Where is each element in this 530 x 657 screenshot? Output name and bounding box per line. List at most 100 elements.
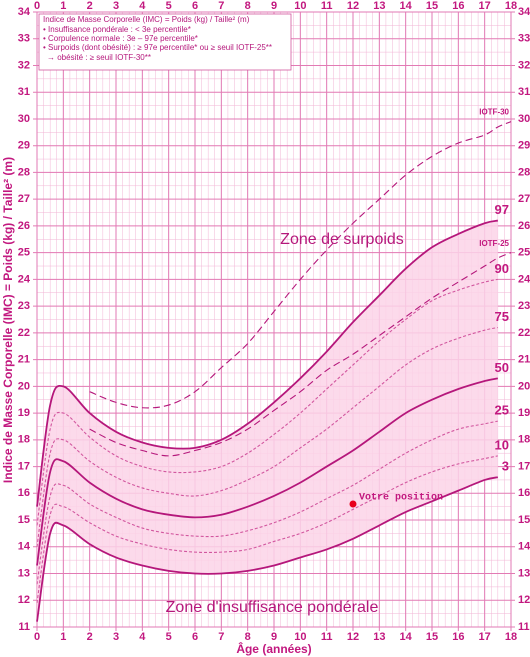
y-tick-label: 13 [518,567,530,579]
x-tick-label: 18 [505,0,517,12]
y-tick-label: 12 [18,594,30,606]
y-tick-label: 31 [518,86,530,98]
x-tick-label: 3 [113,0,119,12]
x-tick-label: 4 [139,631,146,643]
series-line [36,420,498,585]
x-tick-label: 2 [87,631,93,643]
series-line [36,476,499,622]
y-tick-label: 15 [518,514,530,526]
series-line [36,219,499,507]
x-tick-label: 10 [294,0,306,12]
y-tick-label: 27 [518,193,530,205]
series-line [36,455,498,604]
legend-box [38,13,292,71]
x-tick-label: 15 [426,631,438,643]
y-tick-label: 30 [518,113,530,125]
x-tick-label: 16 [452,0,464,12]
legend-line: • Corpulence normale : 3e – 97e percenti… [43,34,198,43]
x-tick-label: 17 [479,631,491,643]
y-tick-label: 25 [518,247,530,259]
x-tick-label: 7 [218,631,224,643]
y-axis-label: Indice de Masse Corporelle (IMC) = Poids… [1,157,15,483]
user-point [349,500,357,508]
legend-line: • Insuffisance pondérale : < 3e percenti… [43,25,191,34]
x-tick-label: 11 [321,0,333,12]
x-tick-label: 9 [271,0,277,12]
x-tick-label: 14 [400,0,413,12]
y-tick-label: 17 [518,460,530,472]
y-tick-label: 22 [18,327,30,339]
series-label: 75 [495,309,509,324]
y-tick-label: 15 [18,514,30,526]
y-tick-label: 19 [518,407,530,419]
y-tick-label: 17 [18,460,30,472]
y-tick-label: 32 [18,59,30,71]
legend-title: Indice de Masse Corporelle (IMC) = Poids… [43,15,250,24]
y-tick-label: 23 [518,300,530,312]
x-tick-label: 18 [505,631,517,643]
y-tick-label: 24 [518,273,530,285]
point-label: Votre position [359,492,443,504]
y-tick-label: 14 [518,541,530,553]
x-tick-label: 13 [373,0,385,12]
y-tick-label: 28 [518,166,530,178]
y-tick-label: 18 [18,434,30,446]
x-tick-label: 3 [113,631,119,643]
x-tick-label: 6 [192,0,198,12]
y-tick-label: 20 [18,380,30,392]
y-tick-label: 28 [18,166,30,178]
y-tick-label: 20 [518,380,530,392]
x-tick-label: 7 [218,0,224,12]
y-tick-label: 27 [18,193,30,205]
y-tick-label: 11 [518,621,530,633]
y-tick-label: 29 [518,140,530,152]
y-tick-label: 26 [18,220,30,232]
y-tick-label: 29 [18,140,30,152]
y-tick-label: 34 [518,6,530,18]
x-tick-label: 1 [60,0,66,12]
x-tick-label: 8 [245,631,251,643]
x-tick-label: 14 [400,631,413,643]
y-tick-label: 21 [518,354,530,366]
y-tick-label: 16 [18,487,30,499]
series-label: 3 [502,459,509,474]
y-tick-label: 26 [518,220,530,232]
series-label: IOTF-25 [479,239,509,248]
y-tick-label: 24 [18,273,31,285]
x-tick-label: 16 [452,631,464,643]
annotation: Zone de surpoids [280,231,404,248]
x-tick-label: 10 [294,631,306,643]
y-tick-label: 14 [18,541,31,553]
x-tick-label: 13 [373,631,385,643]
x-tick-label: 1 [60,631,66,643]
legend-line: • Surpoids (dont obésité) : ≥ 97e percen… [43,43,272,52]
series-label: 50 [495,360,509,375]
x-tick-label: 6 [192,631,198,643]
y-tick-label: 30 [18,113,30,125]
x-tick-label: 0 [34,0,40,12]
y-tick-label: 25 [18,247,30,259]
series-line [36,278,498,526]
y-tick-label: 31 [18,86,30,98]
series-line [36,326,498,547]
y-tick-label: 34 [18,6,31,18]
series-line [89,252,512,457]
x-tick-label: 11 [321,631,333,643]
y-tick-label: 16 [518,487,530,499]
series-label: 10 [495,437,509,452]
series-label: 90 [495,261,509,276]
y-tick-label: 22 [518,327,530,339]
x-tick-label: 2 [87,0,93,12]
y-tick-label: 32 [518,59,530,71]
x-tick-label: 8 [245,0,251,12]
series-line [89,121,512,409]
series-label: 25 [495,403,509,418]
y-tick-label: 33 [18,33,30,45]
x-tick-label: 4 [139,0,146,12]
y-tick-label: 19 [18,407,30,419]
plot [36,121,512,622]
y-tick-label: 12 [518,594,530,606]
series-label: IOTF-30 [479,108,509,117]
series-label: 97 [495,202,509,217]
